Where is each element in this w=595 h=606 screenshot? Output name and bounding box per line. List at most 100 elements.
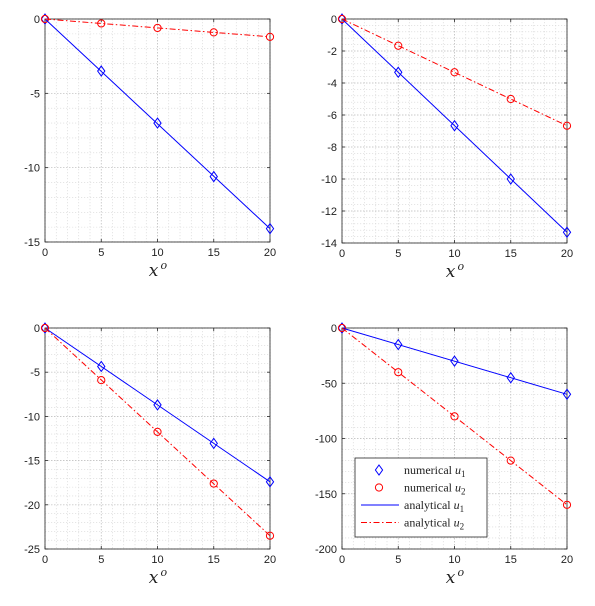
series-analytical-u2 (44, 18, 271, 38)
y-tick-label: -25 (24, 544, 40, 556)
legend-label: numerical u2 (404, 481, 465, 497)
series-analytical-u2 (44, 327, 271, 537)
legend-box (354, 457, 488, 538)
x-tick-label: 15 (505, 248, 517, 260)
data-point-diamond (40, 322, 50, 334)
grid (44, 327, 271, 550)
x-tick-label: 20 (264, 554, 276, 566)
y-tick-label: -15 (24, 237, 40, 249)
y-tick-label: -6 (327, 110, 337, 122)
series-analytical-u1 (44, 327, 271, 483)
y-tick-label: -10 (24, 163, 40, 175)
x-tick-label: 15 (208, 247, 220, 259)
series-line (341, 327, 568, 395)
data-point-circle (450, 412, 459, 421)
x-axis-label-superscript: o (458, 566, 465, 579)
x-tick-label: 5 (395, 554, 401, 566)
series-line (44, 18, 271, 229)
data-point-circle (153, 427, 162, 436)
x-tick-label: 5 (395, 248, 401, 260)
y-tick-label: -10 (321, 174, 337, 186)
data-point-circle (337, 323, 347, 333)
legend-entry: numerical u1 (374, 463, 465, 479)
grid (44, 18, 271, 243)
x-tick-label: 20 (561, 554, 573, 566)
data-point-circle (562, 121, 572, 130)
data-point-circle (394, 41, 403, 50)
legend-entry: analytical u2 (361, 516, 464, 532)
data-point-circle (97, 376, 106, 385)
x-tick-label: 0 (42, 554, 48, 566)
series-line (341, 18, 568, 233)
y-tick-label: 0 (331, 14, 337, 26)
y-tick-label: -200 (315, 544, 337, 556)
data-point-circle (209, 479, 218, 488)
data-point-diamond (394, 338, 403, 351)
y-tick-label: -14 (321, 238, 337, 250)
y-tick-label: 0 (34, 323, 40, 335)
series-numerical-u1 (337, 322, 572, 401)
x-tick-label: 10 (448, 554, 460, 566)
data-point-diamond (337, 322, 347, 334)
y-tick-label: -4 (327, 78, 337, 90)
data-point-circle (394, 368, 403, 377)
series-line (341, 18, 568, 127)
data-point-circle (450, 68, 459, 77)
series-analytical-u2 (341, 18, 568, 127)
series-numerical-u2 (40, 14, 275, 41)
x-axis-label: x (149, 568, 159, 588)
y-tick-label: 0 (331, 323, 337, 335)
x-axis-label: x (446, 262, 456, 282)
x-tick-label: 20 (264, 247, 276, 259)
x-tick-label: 10 (448, 248, 460, 260)
data-point-diamond (337, 13, 347, 25)
x-tick-label: 5 (98, 554, 104, 566)
y-tick-label: -20 (24, 500, 40, 512)
y-tick-label: -15 (24, 456, 40, 468)
data-point-diamond (209, 170, 218, 183)
y-tick-label: -100 (315, 434, 337, 446)
series-analytical-u1 (341, 18, 568, 233)
series-line (341, 327, 568, 506)
data-point-circle (562, 500, 572, 509)
x-tick-label: 5 (98, 247, 104, 259)
x-tick-label: 0 (339, 248, 345, 260)
series-numerical-u2 (40, 323, 275, 540)
legend-marker-circle (374, 483, 384, 492)
x-tick-label: 10 (151, 554, 163, 566)
data-point-diamond (450, 355, 459, 368)
y-tick-label: -12 (321, 206, 337, 218)
data-point-circle (337, 14, 347, 24)
legend-entry: numerical u2 (374, 481, 465, 497)
y-tick-label: -2 (327, 46, 337, 58)
x-tick-label: 10 (151, 247, 163, 259)
x-axis-label: x (149, 261, 159, 281)
legend-marker-diamond (374, 464, 384, 476)
series-analytical-u1 (44, 18, 271, 229)
data-point-circle (40, 323, 50, 333)
chart-panel-2: 0 5 10 15 20 0 -2 -4 -6 -8 -10 -12 -14 x o (321, 13, 573, 282)
x-tick-label: 0 (339, 554, 345, 566)
series-analytical-u1 (341, 327, 568, 395)
y-tick-label: -5 (30, 88, 40, 100)
x-tick-label: 0 (42, 247, 48, 259)
series-line (44, 327, 271, 483)
x-tick-label: 15 (505, 554, 517, 566)
data-point-circle (506, 94, 515, 104)
series-line (44, 18, 271, 38)
x-axis-label: x (446, 568, 456, 588)
data-point-diamond (40, 13, 50, 25)
series-numerical-u2 (337, 14, 572, 130)
x-axis-label-superscript: o (458, 260, 465, 273)
legend-label: analytical u1 (404, 498, 464, 514)
y-tick-label: 0 (34, 14, 40, 26)
legend-entry: analytical u1 (361, 498, 464, 514)
legend-label: analytical u2 (404, 516, 464, 532)
data-point-diamond (506, 371, 515, 384)
data-point-diamond (562, 388, 572, 401)
y-tick-label: -10 (24, 411, 40, 423)
x-axis-label-superscript: o (161, 259, 168, 272)
